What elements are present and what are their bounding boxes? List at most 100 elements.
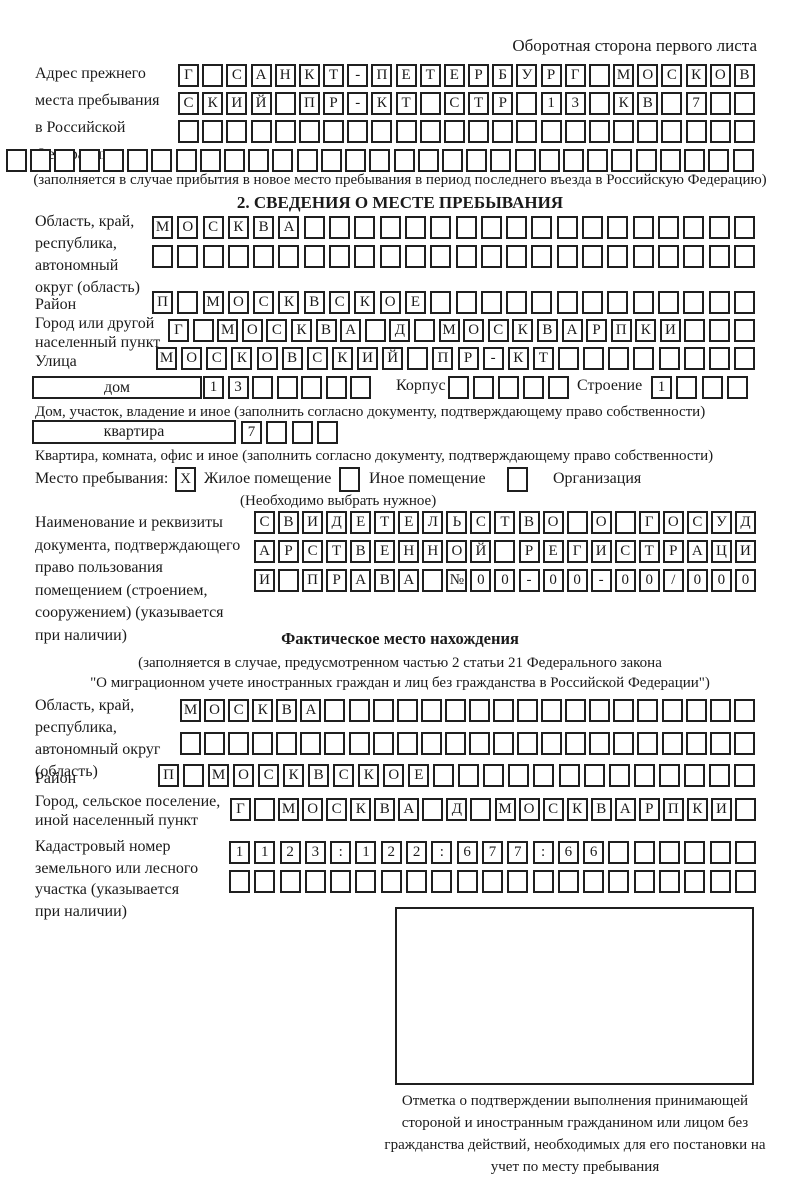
char-cell[interactable]: А [278,216,300,239]
char-cell[interactable] [455,291,477,314]
char-cell[interactable]: С [542,798,564,821]
char-cell[interactable] [726,376,748,399]
char-cell[interactable] [659,149,681,172]
char-cell[interactable] [507,870,529,893]
char-cell[interactable] [589,699,611,722]
char-cell[interactable] [733,347,755,370]
char-cell[interactable]: И [659,319,681,342]
char-cell[interactable] [498,376,519,399]
char-cell[interactable] [733,319,755,342]
char-cell[interactable]: Р [638,798,660,821]
char-cell[interactable]: 7 [685,92,707,115]
char-cell[interactable]: 0 [734,569,756,592]
char-cell[interactable]: Р [457,347,479,370]
prev-address-row-4[interactable] [6,149,754,172]
char-cell[interactable] [684,870,706,893]
char-cell[interactable]: П [302,569,324,592]
char-cell[interactable] [734,870,756,893]
char-cell[interactable] [323,120,345,143]
char-cell[interactable] [443,120,465,143]
char-cell[interactable]: 0 [470,569,492,592]
char-cell[interactable]: К [613,92,635,115]
char-cell[interactable]: У [710,511,732,534]
char-cell[interactable]: Е [408,764,430,787]
char-cell[interactable] [226,120,248,143]
char-cell[interactable]: С [443,92,465,115]
char-cell[interactable] [683,291,705,314]
char-cell[interactable]: 3 [564,92,586,115]
char-cell[interactable]: А [398,569,420,592]
char-cell[interactable]: Т [468,92,490,115]
char-cell[interactable] [419,92,441,115]
char-cell[interactable] [345,149,367,172]
char-cell[interactable]: Р [468,64,490,87]
char-cell[interactable] [517,699,539,722]
char-cell[interactable] [589,732,611,755]
char-cell[interactable] [455,245,477,268]
char-cell[interactable]: А [398,798,420,821]
char-cell[interactable] [607,291,629,314]
char-cell[interactable]: В [276,699,298,722]
char-cell[interactable] [506,291,528,314]
char-cell[interactable] [278,569,300,592]
char-cell[interactable] [709,870,731,893]
char-cell[interactable] [494,540,516,563]
char-cell[interactable] [685,732,707,755]
char-cell[interactable]: О [542,511,564,534]
char-cell[interactable]: Л [422,511,444,534]
oblast-row-2[interactable] [152,245,755,268]
char-cell[interactable]: К [685,64,707,87]
char-cell[interactable]: 0 [638,569,660,592]
char-cell[interactable] [379,245,401,268]
char-cell[interactable]: К [252,699,274,722]
char-cell[interactable] [422,569,444,592]
char-cell[interactable] [151,149,173,172]
char-cell[interactable]: Е [398,511,420,534]
char-cell[interactable]: 0 [686,569,708,592]
char-cell[interactable] [588,120,610,143]
char-cell[interactable]: М [208,764,230,787]
char-cell[interactable] [558,347,579,370]
char-cell[interactable]: В [518,511,540,534]
char-cell[interactable]: В [637,92,659,115]
char-cell[interactable]: 7 [507,841,529,864]
char-cell[interactable] [683,245,705,268]
char-cell[interactable] [607,216,629,239]
char-cell[interactable] [708,291,730,314]
char-cell[interactable] [540,120,562,143]
char-cell[interactable] [369,149,391,172]
char-cell[interactable] [180,732,201,755]
char-cell[interactable] [657,291,679,314]
char-cell[interactable] [632,291,654,314]
char-cell[interactable]: Н [274,64,296,87]
char-cell[interactable] [324,732,346,755]
char-cell[interactable]: С [306,347,328,370]
char-cell[interactable]: С [253,291,275,314]
char-cell[interactable] [202,245,224,268]
char-cell[interactable]: Й [250,92,272,115]
char-cell[interactable] [659,841,681,864]
char-cell[interactable]: О [709,64,731,87]
char-cell[interactable]: 2 [406,841,428,864]
char-cell[interactable]: 0 [614,569,636,592]
korpus-cells[interactable] [448,376,569,399]
char-cell[interactable] [709,120,731,143]
char-cell[interactable]: : [431,841,453,864]
checkbox-organizatsiya[interactable] [507,467,528,492]
char-cell[interactable]: Г [168,319,189,342]
char-cell[interactable] [393,149,415,172]
char-cell[interactable]: О [662,511,684,534]
char-cell[interactable]: О [241,319,263,342]
char-cell[interactable]: Д [446,798,468,821]
char-cell[interactable]: И [590,540,612,563]
char-cell[interactable]: Ц [710,540,732,563]
char-cell[interactable]: К [227,216,249,239]
char-cell[interactable]: В [253,216,275,239]
stroenie-cells[interactable]: 1 [651,376,748,399]
char-cell[interactable] [372,699,394,722]
char-cell[interactable] [419,120,441,143]
char-cell[interactable] [276,376,298,399]
